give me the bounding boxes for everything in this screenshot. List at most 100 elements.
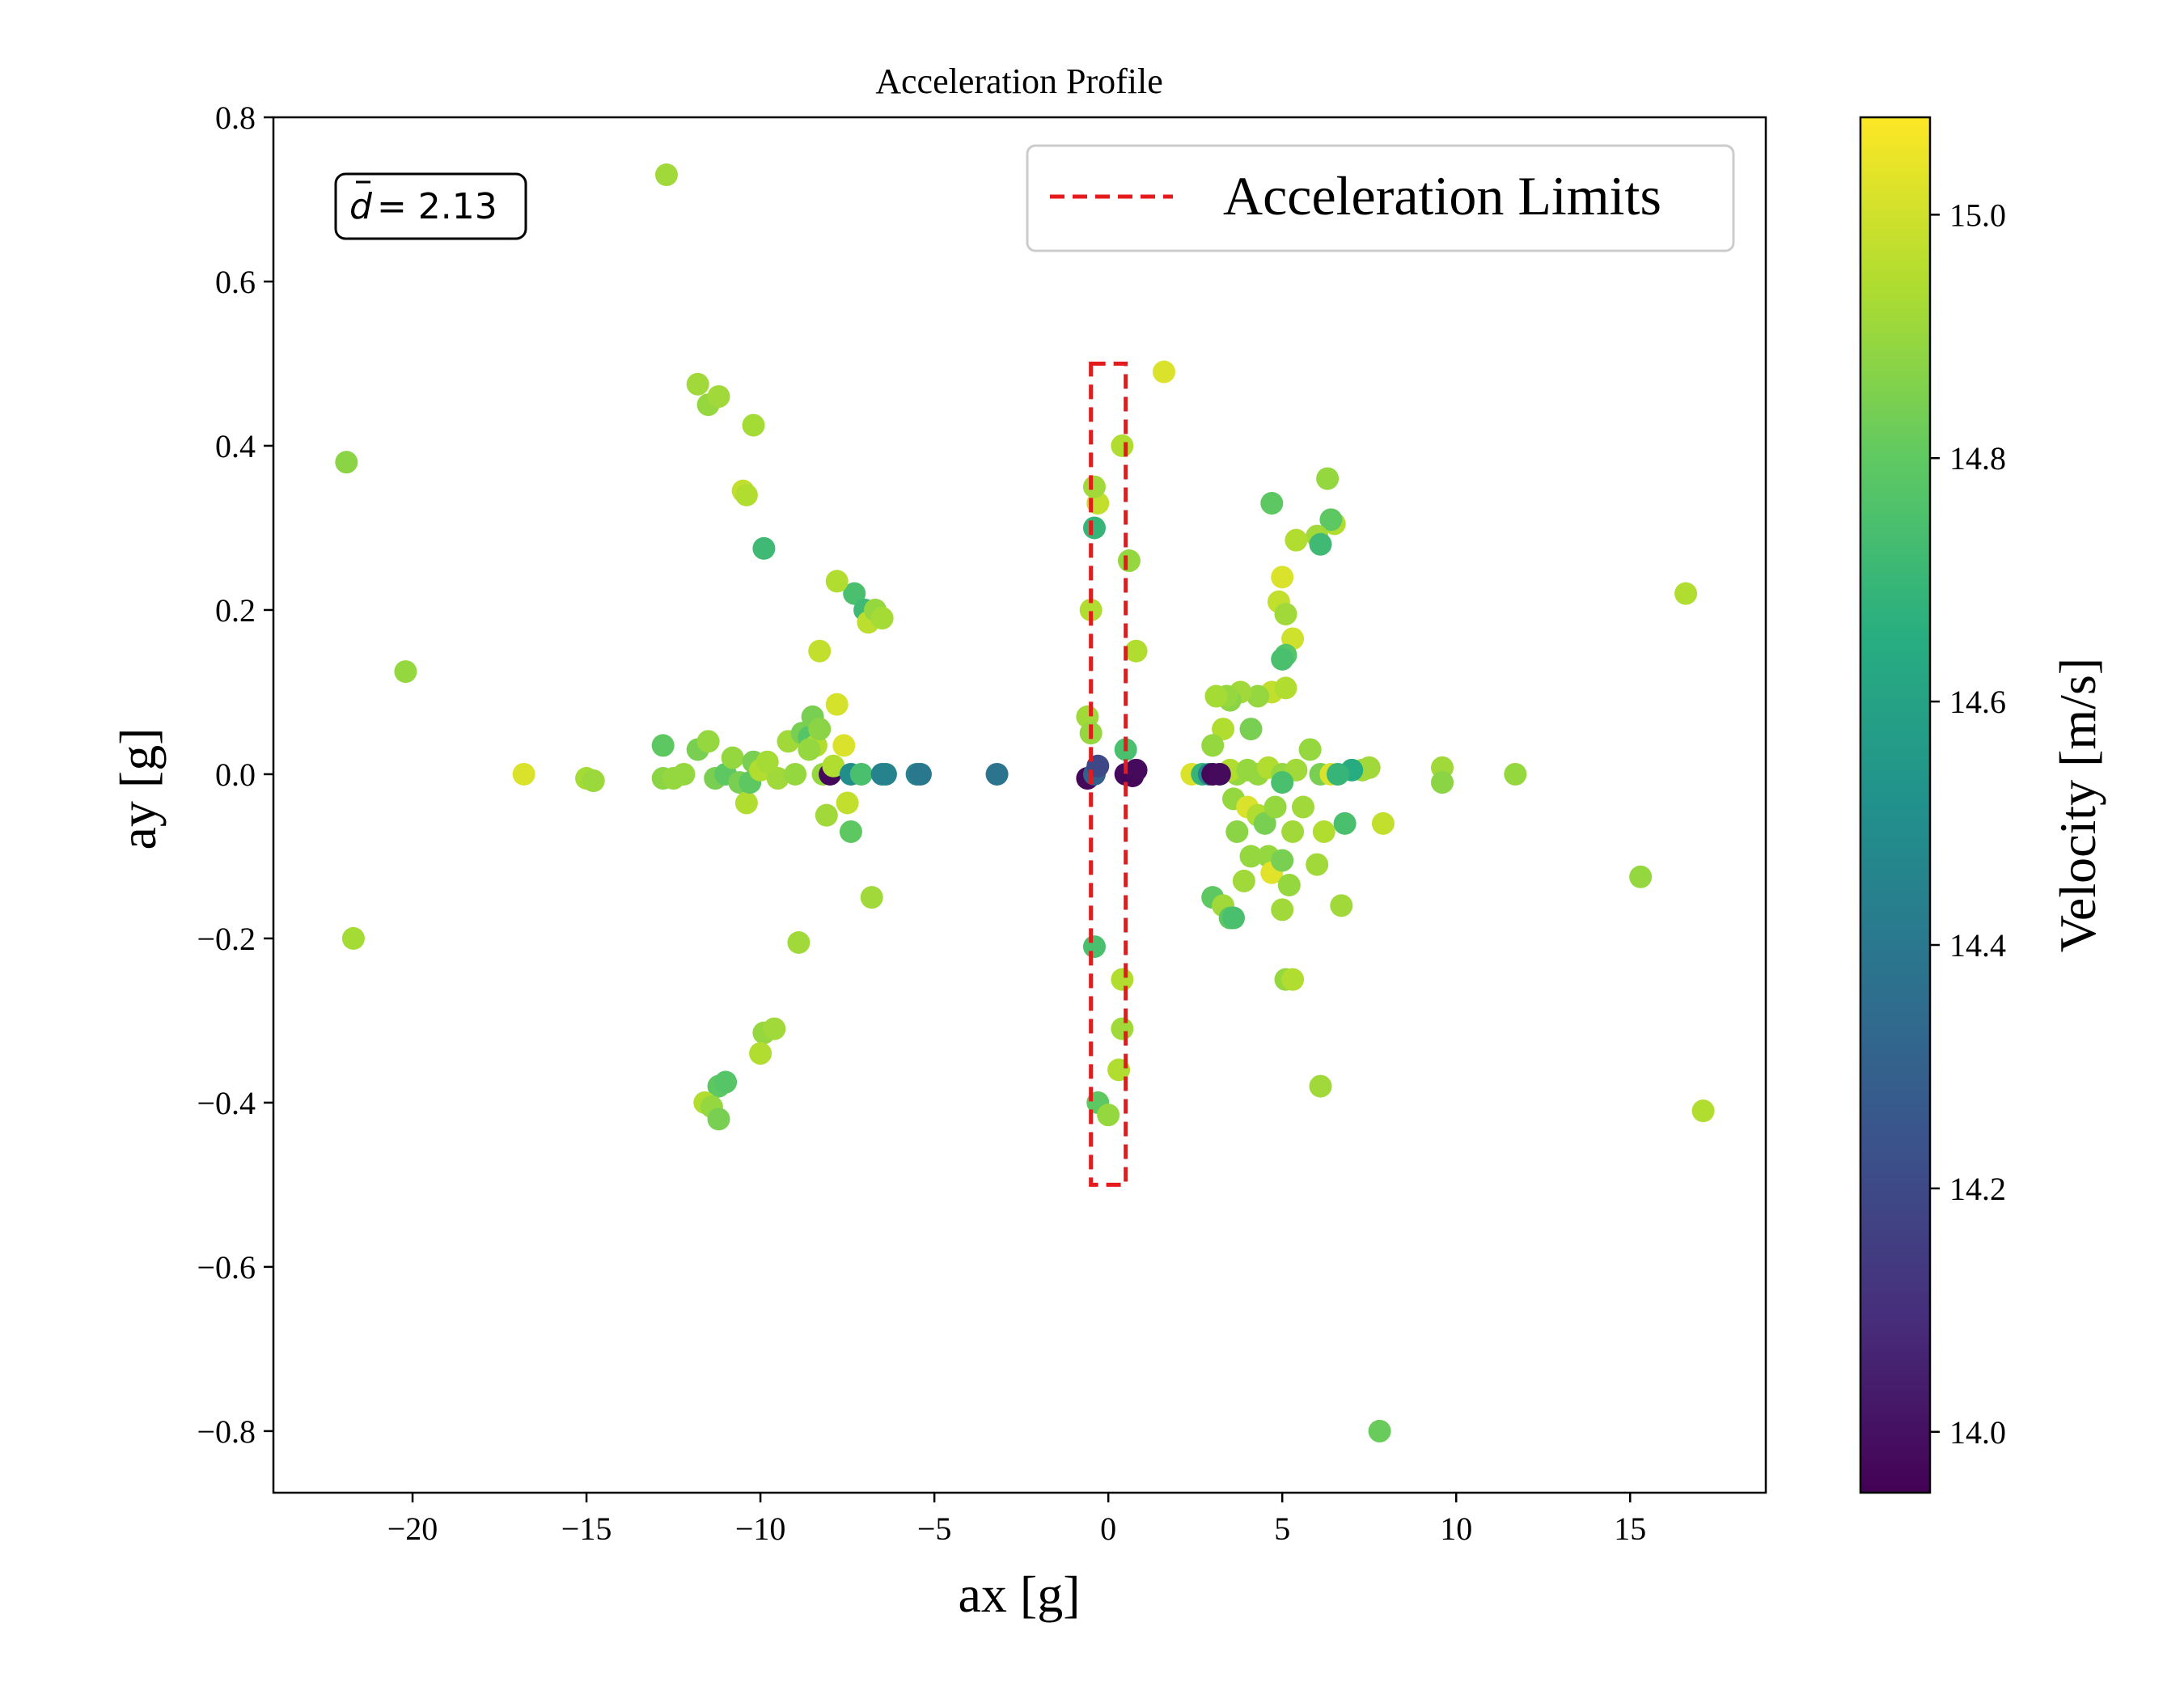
colorbar-tick-label: 14.0 bbox=[1949, 1414, 2006, 1451]
scatter-point bbox=[734, 483, 758, 506]
scatter-point bbox=[1371, 811, 1395, 835]
scatter-point bbox=[985, 762, 1009, 786]
scatter-point bbox=[1239, 845, 1263, 868]
colorbar-gradient bbox=[1859, 116, 1932, 1494]
colorbar-tick-label: 14.2 bbox=[1949, 1171, 2006, 1207]
annotation-value: = 2.13 bbox=[377, 186, 497, 227]
x-tick-label: 15 bbox=[1614, 1510, 1646, 1547]
scatter-point bbox=[766, 767, 789, 790]
scatter-point bbox=[1117, 549, 1141, 573]
scatter-point bbox=[825, 570, 849, 593]
scatter-point bbox=[1674, 582, 1698, 605]
legend: Acceleration Limits bbox=[1026, 144, 1735, 252]
scatter-point bbox=[1221, 906, 1245, 930]
x-axis-label: ax [g] bbox=[958, 1566, 1080, 1623]
y-tick-label: 0.4 bbox=[215, 428, 256, 464]
scatter-point bbox=[1204, 684, 1228, 708]
scatter-point bbox=[686, 372, 709, 396]
y-axis-ticks: −0.8 −0.6 −0.4 −0.2 0.0 0.2 0.4 0.6 0.8 bbox=[197, 100, 273, 1450]
scatter-point bbox=[825, 693, 849, 716]
scatter-point bbox=[1431, 771, 1454, 794]
scatter-point bbox=[1152, 360, 1175, 383]
scatter-point bbox=[1271, 566, 1294, 589]
scatter-point bbox=[1124, 758, 1148, 782]
scatter-point bbox=[734, 791, 758, 815]
scatter-point bbox=[1079, 598, 1103, 621]
scatter-point bbox=[707, 1108, 730, 1131]
scatter-point bbox=[1306, 853, 1329, 876]
x-tick-label: −10 bbox=[735, 1510, 786, 1547]
scatter-point bbox=[749, 1042, 772, 1066]
x-tick-label: 5 bbox=[1274, 1510, 1290, 1547]
scatter-point bbox=[1285, 528, 1308, 552]
scatter-point bbox=[832, 734, 856, 757]
colorbar-tick-label: 14.8 bbox=[1949, 440, 2006, 477]
scatter-point bbox=[1312, 820, 1335, 843]
scatter-point bbox=[1274, 676, 1297, 700]
y-axis-label: ay [g] bbox=[109, 727, 167, 850]
x-tick-label: 0 bbox=[1100, 1510, 1116, 1547]
scatter-point bbox=[1082, 516, 1106, 540]
scatter-point bbox=[1111, 1017, 1134, 1040]
scatter-point bbox=[843, 582, 866, 605]
scatter-point bbox=[1208, 762, 1231, 786]
y-tick-label: −0.8 bbox=[197, 1413, 256, 1450]
y-tick-label: 0.0 bbox=[215, 756, 256, 793]
scatter-point bbox=[1319, 508, 1343, 532]
colorbar-tick-label: 14.6 bbox=[1949, 684, 2006, 720]
scatter-point bbox=[1691, 1099, 1715, 1123]
x-tick-label: −5 bbox=[917, 1510, 952, 1547]
scatter-point bbox=[1263, 795, 1287, 819]
scatter-point bbox=[815, 803, 838, 827]
y-tick-label: −0.4 bbox=[197, 1085, 256, 1121]
scatter-point bbox=[1309, 532, 1332, 556]
colorbar: 14.0 14.2 14.4 14.6 14.8 15.0 Velocity [m/s] bbox=[1859, 116, 2106, 1494]
scatter-point bbox=[798, 738, 821, 761]
scatter-point bbox=[1239, 718, 1263, 741]
x-tick-label: −15 bbox=[561, 1510, 612, 1547]
colorbar-tick-label: 15.0 bbox=[1949, 197, 2006, 233]
x-tick-label: 10 bbox=[1440, 1510, 1472, 1547]
scatter-point bbox=[908, 762, 932, 786]
scatter-point bbox=[1201, 734, 1225, 757]
scatter-point bbox=[1277, 873, 1301, 896]
scatter-point bbox=[1309, 1074, 1332, 1098]
scatter-point bbox=[1271, 647, 1294, 671]
plot-frame bbox=[272, 116, 1767, 1494]
scatter-point bbox=[1225, 820, 1249, 843]
legend-label: Acceleration Limits bbox=[1223, 165, 1661, 227]
colorbar-ticks: 14.0 14.2 14.4 14.6 14.8 15.0 bbox=[1930, 197, 2006, 1451]
scatter-point bbox=[721, 746, 744, 769]
colorbar-label: Velocity [m/s] bbox=[2049, 658, 2106, 952]
scatter-point bbox=[1298, 738, 1322, 761]
scatter-point bbox=[808, 639, 832, 663]
scatter-point bbox=[1271, 849, 1294, 872]
y-tick-label: 0.6 bbox=[215, 264, 256, 300]
scatter-point bbox=[1330, 894, 1353, 917]
scatter-point bbox=[752, 536, 776, 560]
scatter-point bbox=[1333, 811, 1357, 835]
y-tick-label: −0.2 bbox=[197, 921, 256, 957]
x-axis-ticks: −20 −15 −10 −5 0 5 10 15 bbox=[387, 1493, 1646, 1547]
scatter-point bbox=[870, 607, 894, 630]
scatter-point bbox=[849, 762, 873, 786]
scatter-point bbox=[787, 931, 811, 954]
scatter-point bbox=[822, 754, 845, 777]
y-tick-label: 0.2 bbox=[215, 592, 256, 629]
scatter-point bbox=[763, 1017, 786, 1040]
scatter-point bbox=[1368, 1419, 1391, 1443]
scatter-point bbox=[512, 762, 535, 786]
scatter-point bbox=[672, 762, 696, 786]
scatter-point bbox=[696, 730, 720, 753]
scatter-point bbox=[1281, 968, 1305, 991]
scatter-point bbox=[714, 1070, 738, 1094]
scatter-point bbox=[1124, 639, 1148, 663]
scatter-point bbox=[742, 413, 765, 437]
scatter-point bbox=[1274, 603, 1297, 626]
scatter-point bbox=[341, 926, 365, 950]
scatter-point bbox=[651, 734, 675, 757]
scatter-point bbox=[394, 660, 417, 684]
scatter-point bbox=[1504, 762, 1527, 786]
annotation-symbol: d bbox=[349, 186, 373, 227]
